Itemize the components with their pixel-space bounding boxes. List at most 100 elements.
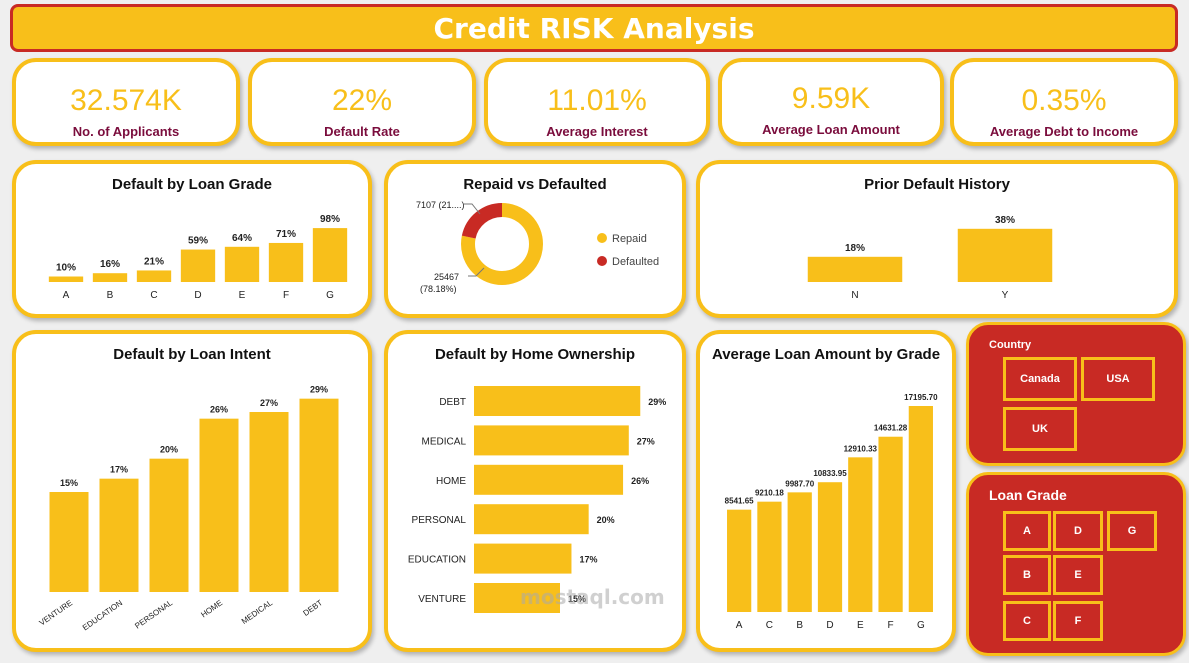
chart-card-repaid-vs-defaulted: Repaid vs Defaulted 7107 (21....) 25467 (7… <box>384 160 686 318</box>
tick-label: B <box>796 620 803 631</box>
tick-label: G <box>326 290 334 301</box>
bar <box>224 246 260 282</box>
data-label: 15% <box>60 478 78 488</box>
tick-label: D <box>194 290 201 301</box>
country-option-canada[interactable]: Canada <box>1003 357 1077 401</box>
kpi-value: 11.01% <box>547 84 647 117</box>
chart-card-prior-default: Prior Default History 18% N 38% Y <box>696 160 1178 318</box>
avg-loan-amount-bar-chart: 8541.65 A 9210.18 C 9987.70 B 10833.95 D 12910.3… <box>725 393 938 631</box>
legend-label: Repaid <box>612 233 647 245</box>
bar <box>249 412 289 592</box>
chart-card-avg-loan-amount: Average Loan Amount by Grade 8541.65 A 921… <box>696 330 956 652</box>
tick-label: A <box>736 620 743 631</box>
tick-label: EDUCATION <box>408 555 466 566</box>
bar <box>878 436 903 612</box>
data-label: 9987.70 <box>785 479 814 488</box>
leader-line <box>468 267 485 277</box>
dashboard-title-bar: Credit RISK Analysis <box>10 4 1178 52</box>
bar <box>299 398 339 592</box>
legend-marker <box>597 256 607 266</box>
tick-label: F <box>283 290 289 301</box>
tick-label: EDUCATION <box>81 598 124 632</box>
grade-option-a[interactable]: A <box>1003 511 1051 551</box>
data-label: 26% <box>631 476 649 486</box>
tick-label: HOME <box>199 598 224 619</box>
loan-grade-slicer: Loan Grade A D G B E C F <box>966 472 1186 656</box>
data-label: 10% <box>56 263 76 274</box>
kpi-value: 0.35% <box>1021 84 1107 117</box>
bar <box>474 386 641 416</box>
chart-title: Default by Home Ownership <box>434 346 636 363</box>
bar <box>180 249 216 282</box>
tick-label: C <box>150 290 157 301</box>
bar <box>848 457 873 612</box>
kpi-card-debt-to-income: 0.35% Average Debt to Income <box>950 58 1178 146</box>
chart-title: Default by Loan Grade <box>111 176 273 193</box>
country-slicer: Country Canada USA UK <box>966 322 1186 466</box>
bar <box>817 482 843 612</box>
leader-line <box>464 203 481 215</box>
kpi-label: Default Rate <box>324 124 400 139</box>
tick-label: A <box>63 290 70 301</box>
bar <box>474 504 589 535</box>
tick-label: E <box>239 290 246 301</box>
data-label: 9210.18 <box>755 489 784 498</box>
chart-title: Repaid vs Defaulted <box>463 176 607 193</box>
kpi-card-default-rate: 22% Default Rate <box>248 58 476 146</box>
data-label: 20% <box>160 445 178 455</box>
tick-label: G <box>917 620 925 631</box>
data-label: 14631.28 <box>874 424 908 433</box>
prior-default-bar-chart: 18% N 38% Y <box>807 215 1053 301</box>
data-label: 98% <box>320 214 340 225</box>
kpi-label: Average Debt to Income <box>989 124 1139 139</box>
country-option-uk[interactable]: UK <box>1003 407 1077 451</box>
tick-label: DEBT <box>302 598 325 618</box>
kpi-value: 22% <box>331 84 393 117</box>
grade-option-f[interactable]: F <box>1053 601 1103 641</box>
tick-label: VENTURE <box>38 598 74 627</box>
dashboard-title: Credit RISK Analysis <box>433 11 755 45</box>
grade-option-e[interactable]: E <box>1053 555 1103 595</box>
data-label: 29% <box>310 385 328 395</box>
chart-card-home-ownership: Default by Home Ownership DEBT 29% MEDICAL… <box>384 330 686 652</box>
tick-label: E <box>857 620 864 631</box>
bar <box>199 418 239 592</box>
bar <box>474 464 624 495</box>
bar <box>474 543 572 574</box>
data-label: 17% <box>579 555 597 565</box>
tick-label: B <box>107 290 114 301</box>
grade-option-c[interactable]: C <box>1003 601 1051 641</box>
kpi-value: 9.59K <box>791 82 871 115</box>
data-label: 16% <box>100 259 120 270</box>
grade-option-g[interactable]: G <box>1107 511 1157 551</box>
data-label: 59% <box>188 236 208 247</box>
watermark: mostaql.com <box>520 585 665 609</box>
tick-label: PERSONAL <box>133 598 174 631</box>
bar <box>957 228 1053 282</box>
legend-marker <box>597 233 607 243</box>
data-label: 7107 (21....) <box>416 200 465 210</box>
tick-label: Y <box>1002 290 1009 301</box>
tick-label: D <box>826 620 833 631</box>
bar <box>787 492 812 612</box>
country-slicer-title: Country <box>989 339 1032 351</box>
data-label: 21% <box>144 256 164 267</box>
chart-card-loan-grade: Default by Loan Grade 10% A 16% B 21% C 59% D 64… <box>12 160 372 318</box>
country-option-usa[interactable]: USA <box>1081 357 1155 401</box>
data-label: 26% <box>210 405 228 415</box>
bar <box>49 492 89 592</box>
grade-option-d[interactable]: D <box>1053 511 1103 551</box>
bar <box>92 273 128 282</box>
tick-label: PERSONAL <box>412 515 467 526</box>
bar <box>48 276 84 282</box>
tick-label: DEBT <box>439 397 466 408</box>
data-label: 12910.33 <box>844 444 878 453</box>
bar <box>149 458 189 592</box>
bar <box>268 242 304 282</box>
grade-option-b[interactable]: B <box>1003 555 1051 595</box>
data-label: 8541.65 <box>725 497 754 506</box>
home-ownership-bar-chart: DEBT 29% MEDICAL 27% HOME 26% PERSONAL 20% EDUCA… <box>408 386 666 613</box>
tick-label: F <box>888 620 894 631</box>
legend-label: Defaulted <box>612 256 659 268</box>
kpi-card-applicants: 32.574K No. of Applicants <box>12 58 240 146</box>
